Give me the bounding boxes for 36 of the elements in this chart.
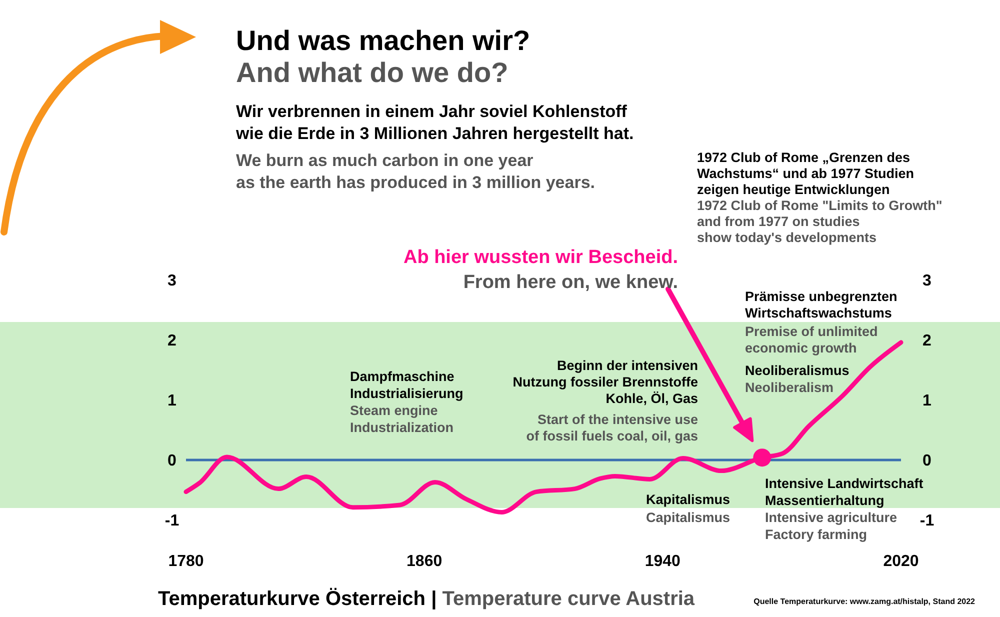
annotation: Premise of unlimited economic growth [745,324,878,356]
annotation: Start of the intensive use of fossil fuels coal, oil, gas [526,412,698,444]
annotation: Neoliberalism [745,380,834,395]
x-tick-label: 1940 [644,553,681,570]
y-tick-label: 2 [168,332,177,350]
annotation: From here on, we knew. [463,272,678,293]
y2-tick-label: 2 [922,332,932,350]
y-tick-label: 0 [168,452,177,470]
x-tick-label: 1780 [168,553,204,570]
y2-tick-label: 3 [922,272,932,290]
annotation: Beginn der intensiven Nutzung fossiler Brennstoffe Kohle, Öl, Gas [512,358,698,406]
annotation: Kapitalismus [646,492,730,507]
text: 1972 Club of Rome „Grenzen des Wachstums“ und ab 1977 Studien zeigen heutige Entwicklungen [697,150,914,197]
text: Ab hier wussten wir Bescheid. [403,247,678,268]
annotation: Neoliberalismus [745,363,850,378]
text: Wir verbrennen in einem Jahr soviel Kohlenstoff wie die Erde in 3 Millionen Jahren hergestellt hat. [235,102,634,143]
x-tick-label: 2020 [883,553,919,570]
text: 1972 Club of Rome "Limits to Growth" and from 1977 on studies show today's developments [697,198,942,245]
chart-title: Und was machen wir? [236,25,530,56]
x-axis-title: Temperaturkurve Österreich | Temperature curve Austria [158,587,696,610]
chart-subtitle: And what do we do? [236,57,508,88]
annotation: Dampfmaschine Industrialisierung [350,369,464,401]
x-tick-label: 1860 [406,553,442,570]
annotation: Intensive agriculture Factory farming [765,510,898,542]
y-tick-label: 1 [168,392,177,410]
annotation: Capitalismus [646,510,730,525]
annotation: Intensive Landwirtschaft Massentierhaltung [765,476,924,508]
y2-tick-label: 0 [922,452,932,470]
text: We burn as much carbon in one year as the earth has produced in 3 million years. [236,151,596,192]
annotation: Steam engine Industrialization [350,403,454,435]
source-note: Quelle Temperaturkurve: www.zamg.at/histalp, Stand 2022 [754,597,976,606]
y-tick-label: -1 [164,512,180,530]
annotation: Prämisse unbegrenzten Wirtschaftswachstums [745,289,898,320]
y-tick-label: 3 [168,272,177,290]
y2-tick-label: 1 [922,392,932,410]
y2-tick-label: -1 [920,512,934,530]
